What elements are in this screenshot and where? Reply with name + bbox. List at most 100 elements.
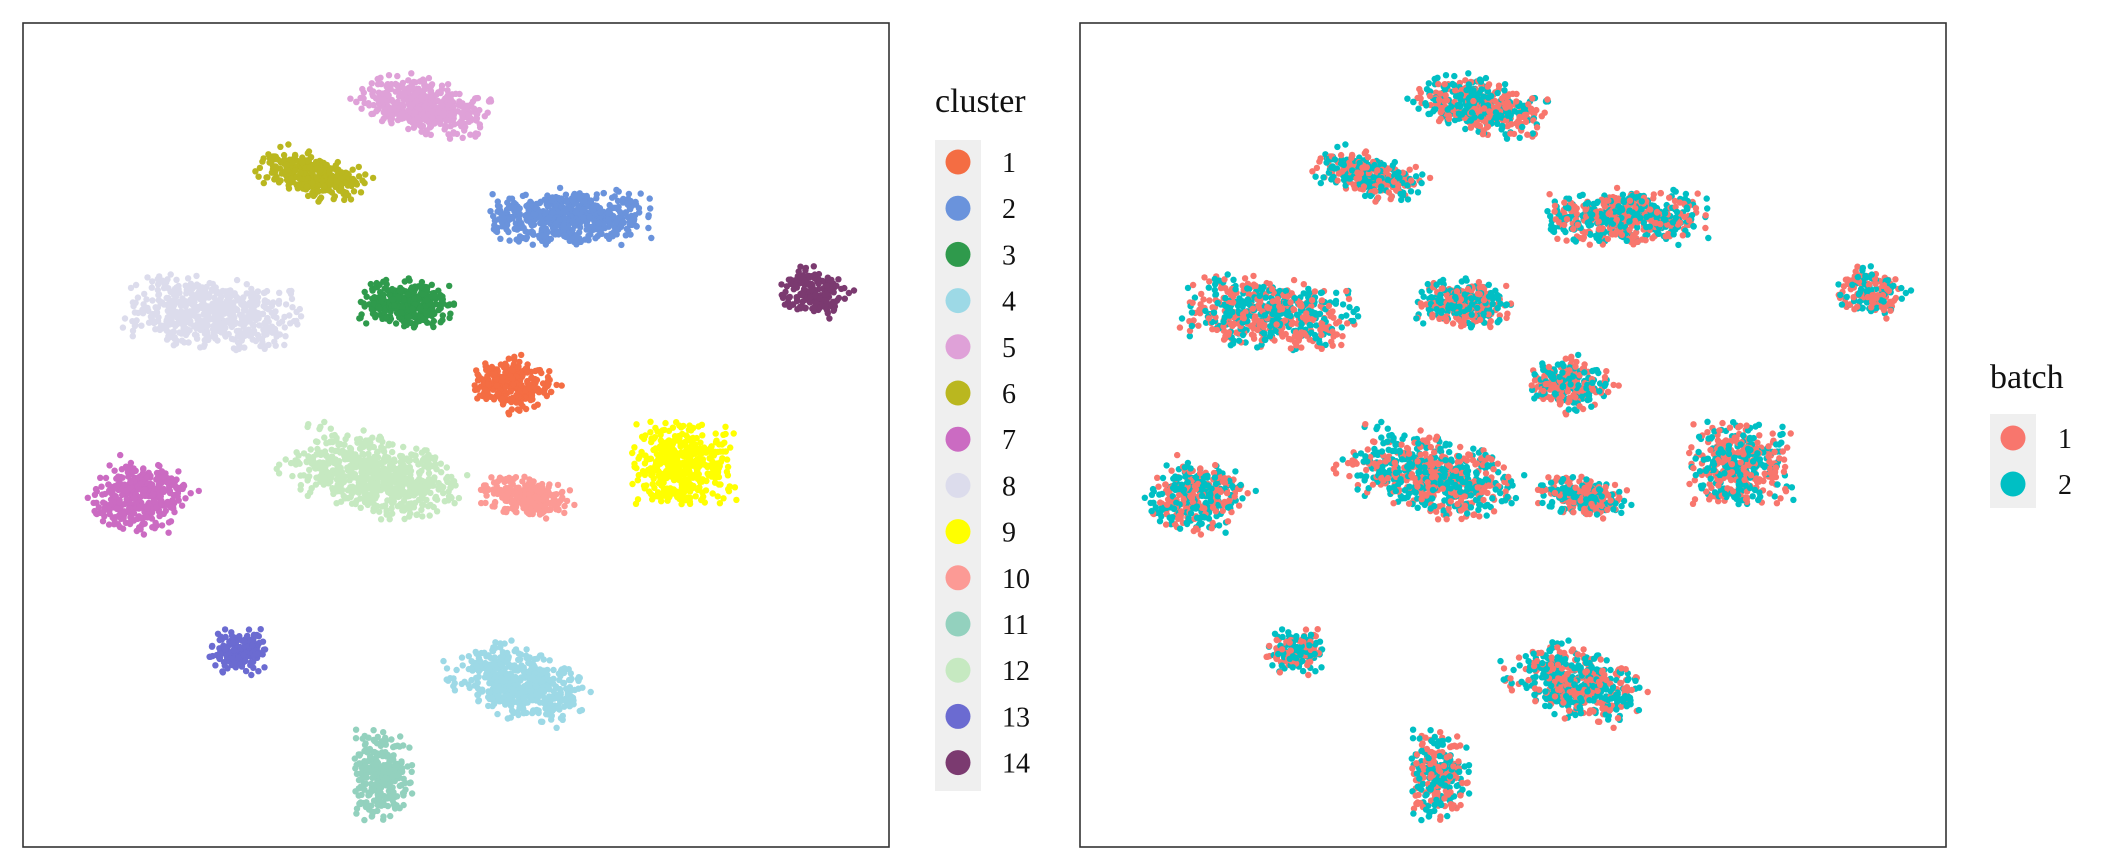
cluster-5-point (442, 122, 449, 130)
cluster-12-point (333, 500, 340, 507)
cluster-1-point (503, 362, 510, 370)
cluster-7-point (160, 488, 167, 495)
cluster-4-point (485, 673, 493, 680)
cluster-4-point (538, 678, 546, 685)
cluster-3-point (382, 276, 390, 284)
cluster-12-point (335, 441, 342, 449)
cluster-4-point (473, 662, 481, 670)
cluster-12-point (364, 464, 371, 471)
cluster-1-point (539, 388, 546, 395)
cluster-6-point (280, 151, 288, 159)
cluster-12-point (333, 434, 340, 442)
cluster-8-point (163, 336, 171, 343)
cluster-12-point (307, 458, 314, 465)
cluster-8-point (204, 312, 211, 319)
cluster-5-point (411, 109, 419, 116)
cluster-3-point (411, 295, 418, 302)
cluster-9-point (633, 421, 640, 428)
cluster-10-point (491, 499, 499, 507)
cluster-7-point (163, 479, 171, 486)
cluster-11-point (372, 781, 380, 788)
cluster-7-point (141, 492, 149, 499)
cluster-6-point (355, 163, 362, 171)
cluster-4-point (550, 666, 557, 674)
cluster-12-point (341, 456, 349, 463)
cluster-8-point (271, 338, 278, 345)
cluster-8-point (212, 285, 219, 293)
cluster-2-point (561, 231, 569, 239)
cluster-6-point (271, 174, 279, 182)
cluster-panel-border (22, 22, 890, 848)
cluster-2-point (562, 191, 570, 198)
cluster-9-point (686, 422, 693, 429)
cluster-9-point (716, 500, 724, 507)
cluster-2-point (607, 221, 614, 228)
cluster-9-point (684, 476, 691, 484)
cluster-8-point (240, 333, 247, 340)
cluster-5-point (459, 113, 466, 121)
cluster-12-point (448, 473, 455, 481)
cluster-8-point (168, 329, 176, 336)
cluster-1-point (509, 397, 516, 405)
cluster-6-point (285, 141, 292, 148)
cluster-8-point (148, 315, 155, 322)
cluster-7-point (136, 514, 144, 521)
cluster-5-point (444, 81, 452, 88)
cluster-1-point (553, 381, 560, 389)
cluster-5-point (379, 96, 386, 103)
cluster-3-point (400, 318, 408, 325)
cluster-6-point (349, 166, 356, 173)
cluster-4-point (491, 654, 498, 661)
cluster-12-point (312, 481, 320, 488)
cluster-7-point (126, 519, 133, 526)
cluster-5-point (374, 106, 381, 113)
cluster-4-point (530, 676, 537, 683)
cluster-9-point (677, 495, 684, 503)
cluster-8-point (242, 314, 250, 321)
cluster-6-point (315, 188, 322, 195)
cluster-12-point (443, 464, 450, 471)
cluster-8-point (288, 295, 296, 303)
cluster-6-point (313, 174, 320, 181)
cluster-8-point (172, 308, 179, 316)
cluster-3-point (407, 285, 415, 293)
cluster-7-point (195, 487, 202, 495)
cluster-4-point (564, 685, 571, 692)
cluster-8-point (173, 276, 180, 283)
cluster-7-point (135, 486, 143, 493)
cluster-4-point (475, 698, 482, 705)
cluster-12-point (276, 461, 283, 468)
cluster-2-point (506, 216, 514, 223)
cluster-4-point (504, 655, 512, 663)
cluster-2-point (532, 211, 539, 218)
cluster-8-point (199, 299, 207, 306)
cluster-4-point (492, 639, 499, 646)
cluster-11-point (402, 779, 409, 787)
cluster-2-point (516, 205, 523, 212)
cluster-8-point (149, 297, 156, 304)
cluster-4-point (532, 682, 540, 690)
cluster-10-point (554, 481, 562, 489)
cluster-2-point (633, 223, 640, 230)
cluster-4-point (504, 715, 511, 722)
cluster-12-point (413, 445, 420, 452)
cluster-7-point (114, 481, 121, 489)
cluster-5-point (368, 80, 375, 87)
cluster-8-point (249, 321, 256, 329)
cluster-4-point (567, 676, 574, 684)
cluster-12-point (289, 472, 296, 480)
cluster-7-point (162, 507, 169, 514)
cluster-8-point (156, 326, 164, 334)
cluster-2-point (508, 205, 515, 212)
cluster-1-point (547, 388, 555, 396)
cluster-8-point (167, 288, 174, 295)
cluster-5-point (393, 81, 400, 89)
cluster-8-point (178, 337, 186, 344)
cluster-9-point (638, 433, 646, 440)
cluster-5-point (421, 113, 428, 120)
cluster-12-point (464, 472, 471, 479)
cluster-4-point (443, 665, 451, 672)
cluster-6-point (272, 163, 279, 170)
cluster-12-point (314, 445, 321, 453)
